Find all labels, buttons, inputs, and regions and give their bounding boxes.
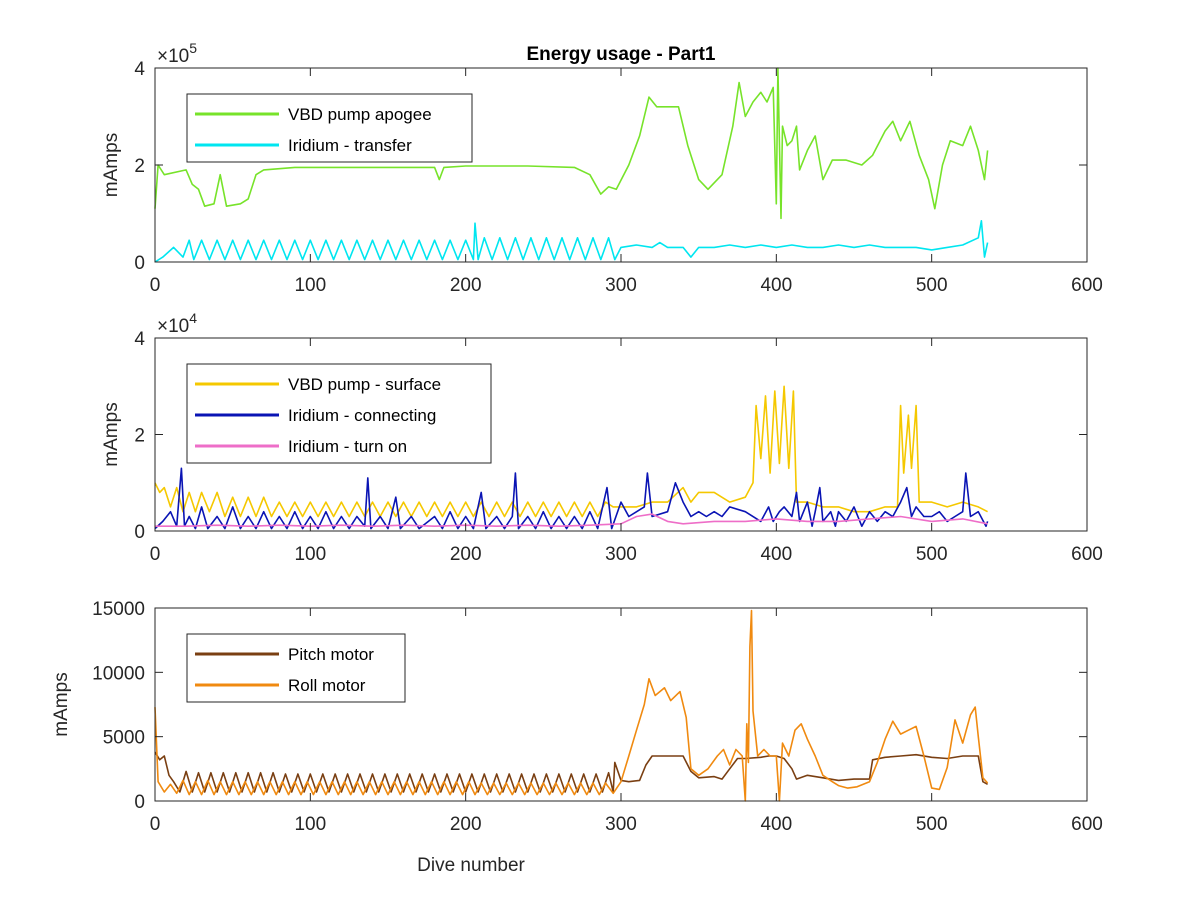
series-line-roll-motor — [154, 609, 989, 802]
series-group — [154, 67, 989, 263]
x-tick-label: 0 — [150, 544, 161, 565]
y-exponent-label: ×105 — [157, 40, 197, 67]
x-tick-label: 500 — [916, 544, 948, 565]
x-tick-label: 300 — [605, 544, 637, 565]
series-line-iridium-transfer — [154, 220, 989, 263]
x-tick-label: 600 — [1071, 275, 1103, 296]
legend-label-vbd-pump-surface: VBD pump - surface — [288, 375, 441, 394]
series-line-iridium-turn-on — [155, 513, 988, 527]
x-tick-label: 200 — [450, 544, 482, 565]
y-tick-label: 4 — [134, 329, 145, 350]
x-tick-label: 400 — [760, 814, 792, 835]
legend: VBD pump - surface Iridium - connecting Ir… — [186, 363, 492, 464]
series-group — [154, 609, 989, 802]
y-axis-label: mAmps — [51, 672, 72, 736]
y-tick-label: 15000 — [92, 599, 145, 620]
legend: Pitch motor Roll motor — [186, 633, 406, 703]
y-tick-label: 0 — [134, 253, 145, 274]
x-tick-label: 500 — [916, 275, 948, 296]
y-tick-label: 5000 — [103, 728, 145, 749]
x-tick-label: 0 — [150, 275, 161, 296]
y-axis-label: mAmps — [101, 402, 122, 466]
y-tick-label: 0 — [134, 522, 145, 543]
legend-box — [186, 93, 473, 163]
panel-energy-surface-iridium: 0 100 200 300 400 500 600 0 2 4 ×104 mAmps VBD pump … — [101, 310, 1103, 565]
y-tick-label: 2 — [134, 156, 145, 177]
panel-energy-apogee-transfer: 0 100 200 300 400 500 600 0 2 4 ×105 mAmps Energy us… — [101, 40, 1103, 296]
x-tick-label: 100 — [294, 544, 326, 565]
legend: VBD pump apogee Iridium - transfer — [186, 93, 473, 163]
x-tick-label: 600 — [1071, 544, 1103, 565]
x-tick-label: 600 — [1071, 814, 1103, 835]
legend-label-roll-motor: Roll motor — [288, 676, 366, 695]
y-exponent-label: ×104 — [157, 310, 197, 337]
x-tick-label: 100 — [294, 814, 326, 835]
legend-box — [186, 633, 406, 703]
x-tick-label: 300 — [605, 814, 637, 835]
x-tick-label: 200 — [450, 275, 482, 296]
y-tick-label: 4 — [134, 59, 145, 80]
legend-label-iridium-transfer: Iridium - transfer — [288, 136, 412, 155]
x-tick-label: 100 — [294, 275, 326, 296]
x-tick-label: 200 — [450, 814, 482, 835]
x-tick-label: 300 — [605, 275, 637, 296]
x-tick-label: 400 — [760, 544, 792, 565]
x-tick-label: 400 — [760, 275, 792, 296]
legend-label-iridium-turn-on: Iridium - turn on — [288, 437, 407, 456]
legend-label-iridium-connecting: Iridium - connecting — [288, 406, 436, 425]
panel-energy-motors: 0 100 200 300 400 500 600 0 5000 10000 15000 mAmps D… — [51, 599, 1103, 876]
y-tick-label: 0 — [134, 792, 145, 813]
series-line-vbd-pump-apogee — [154, 67, 989, 220]
y-axis-label: mAmps — [101, 133, 122, 197]
y-tick-label: 2 — [134, 426, 145, 447]
x-axis-label: Dive number — [417, 855, 525, 876]
x-tick-label: 500 — [916, 814, 948, 835]
legend-label-pitch-motor: Pitch motor — [288, 645, 374, 664]
chart-title: Energy usage - Part1 — [526, 44, 715, 65]
legend-label-vbd-pump-apogee: VBD pump apogee — [288, 105, 432, 124]
series-line-vbd-pump-surface — [154, 385, 988, 518]
y-tick-label: 10000 — [92, 663, 145, 684]
x-tick-label: 0 — [150, 814, 161, 835]
series-group — [154, 385, 989, 530]
